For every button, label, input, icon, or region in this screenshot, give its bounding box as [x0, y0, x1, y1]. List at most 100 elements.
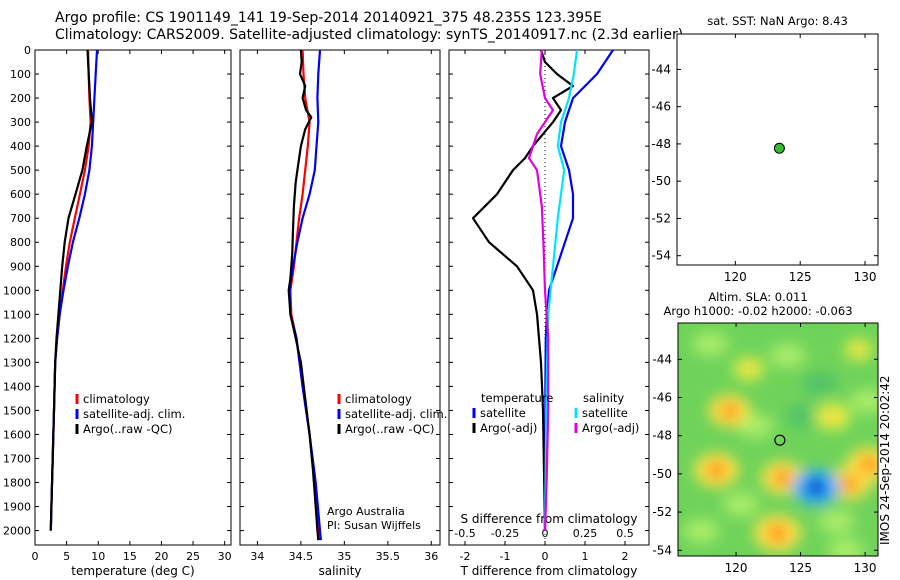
- sla-map-frame: [677, 322, 879, 557]
- x-tick-label: 0: [542, 550, 549, 563]
- y-tick-label: 200: [10, 92, 31, 105]
- imos-timestamp: IMOS 24-Sep-2014 20:02:42: [878, 375, 892, 545]
- sla-patch: [827, 538, 864, 556]
- sla-blobs: [683, 332, 878, 556]
- sla-blob-core: [742, 362, 756, 375]
- x-tick-label: 15: [123, 550, 137, 563]
- sla-y-tick-label: -46: [652, 390, 672, 404]
- sla-patch: [692, 332, 729, 357]
- x-axis-label: temperature (deg C): [71, 564, 194, 578]
- sla-blob-core: [707, 461, 727, 479]
- sla-patch: [801, 372, 838, 397]
- sla-y-tick-label: -50: [652, 467, 672, 481]
- legend-label: Argo(-adj): [582, 421, 639, 435]
- profile-title: Argo profile: CS 1901149_141 19-Sep-2014…: [55, 10, 602, 26]
- sst-y-tick-label: -48: [651, 137, 671, 151]
- y-tick-label: 1600: [3, 428, 31, 441]
- difference-line-0: [543, 49, 614, 531]
- x-tick-label: 35.5: [376, 550, 401, 563]
- panel-frame: [239, 49, 441, 546]
- y-tick-label: 600: [10, 188, 31, 201]
- salinity-diff-tick-label: 0: [542, 527, 549, 540]
- y-tick-label: 700: [10, 212, 31, 225]
- sla-blob-core: [840, 475, 859, 492]
- sla-title-line1: Altim. SLA: 0.011: [708, 290, 807, 304]
- sla-blob-core: [773, 469, 792, 486]
- sla-patch: [683, 519, 720, 544]
- argo-credit: Argo Australia PI: Susan Wijffels: [327, 505, 421, 533]
- y-tick-label: 1900: [3, 501, 31, 514]
- legend-label: satellite: [582, 406, 628, 420]
- x-tick-label: 30: [218, 550, 232, 563]
- y-tick-label: 1100: [3, 308, 31, 321]
- difference-line-2: [543, 49, 579, 531]
- sla-patch: [769, 343, 806, 368]
- y-tick-label: 1400: [3, 380, 31, 393]
- salinity-diff-tick-label: -0.5: [454, 527, 475, 540]
- x-tick-label: 10: [91, 550, 105, 563]
- salinity-line-1: [288, 49, 322, 541]
- sla-blob-core: [806, 478, 826, 497]
- x-tick-label: 1: [582, 550, 589, 563]
- sst-y-tick-label: -46: [651, 100, 671, 114]
- sst-y-tick-label: -54: [651, 249, 671, 263]
- sla-title-line2: Argo h1000: -0.02 h2000: -0.063: [663, 304, 852, 318]
- x-tick-label: 25: [186, 550, 200, 563]
- sla-y-tick-label: -52: [652, 505, 672, 519]
- x-tick-label: 35: [337, 550, 351, 563]
- sla-blob-core: [825, 409, 841, 424]
- float-position-marker: [774, 434, 786, 446]
- legend-label: climatology: [345, 392, 412, 406]
- x-tick-label: 34.5: [289, 550, 314, 563]
- sst-y-tick-label: -44: [651, 62, 671, 76]
- sst-x-tick-label: 125: [789, 270, 812, 284]
- x-tick-label: 34: [250, 550, 264, 563]
- y-tick-label: 400: [10, 140, 31, 153]
- chart-titles: Argo profile: CS 1901149_141 19-Sep-2014…: [55, 10, 683, 44]
- legend-label: Argo(..raw -QC): [345, 422, 435, 436]
- sst-x-tick-label: 120: [724, 270, 747, 284]
- y-tick-label: 1700: [3, 452, 31, 465]
- y-tick-label: 1000: [3, 284, 31, 297]
- salinity-diff-tick-label: -0.25: [491, 527, 519, 540]
- x-tick-label: 36: [424, 550, 438, 563]
- sla-patch: [849, 389, 878, 414]
- x-tick-label: 2: [622, 550, 629, 563]
- climatology-subtitle: Climatology: CARS2009. Satellite-adjuste…: [55, 27, 684, 43]
- sla-patch: [785, 404, 822, 429]
- legend-heading-temperature: temperature: [481, 391, 553, 405]
- sla-blob-core: [767, 524, 788, 543]
- legend-label: Argo(-adj): [480, 421, 537, 435]
- difference-line-1: [471, 49, 575, 531]
- legend-heading-salinity: salinity: [583, 391, 624, 405]
- x-tick-label: 20: [154, 550, 168, 563]
- sla-x-tick-label: 120: [725, 561, 748, 575]
- y-tick-label: 300: [10, 116, 31, 129]
- legend-label: satellite-adj. clim.: [345, 407, 447, 421]
- x-axis-label: T difference from climatology: [460, 564, 638, 578]
- y-tick-label: 100: [10, 68, 31, 81]
- y-tick-label: 1800: [3, 477, 31, 490]
- sla-y-tick-label: -44: [652, 352, 672, 366]
- sst-title: sat. SST: NaN Argo: 8.43: [707, 14, 848, 28]
- sla-y-tick-label: -54: [652, 543, 672, 557]
- legend-label: Argo(..raw -QC): [83, 422, 173, 436]
- legend-label: satellite-adj. clim.: [83, 407, 185, 421]
- difference-line-3: [527, 49, 555, 531]
- y-tick-label: 900: [10, 260, 31, 273]
- temperature-line-2: [49, 49, 93, 531]
- x-axis-label: salinity: [318, 564, 361, 578]
- sla-patch: [818, 509, 855, 534]
- y-tick-label: 1200: [3, 332, 31, 345]
- argo-credit-line2: PI: Susan Wijffels: [327, 519, 421, 532]
- salinity-diff-axis-label: S difference from climatology: [461, 512, 638, 526]
- y-tick-label: 2000: [3, 525, 31, 538]
- sla-y-tick-label: -48: [652, 429, 672, 443]
- salinity-line-2: [287, 49, 320, 541]
- temperature-line-0: [49, 49, 92, 531]
- sla-blob-core: [859, 455, 878, 473]
- y-tick-label: 1300: [3, 356, 31, 369]
- salinity-diff-tick-label: 0.25: [573, 527, 598, 540]
- panel-frame: [448, 49, 650, 546]
- sla-x-tick-label: 130: [854, 561, 877, 575]
